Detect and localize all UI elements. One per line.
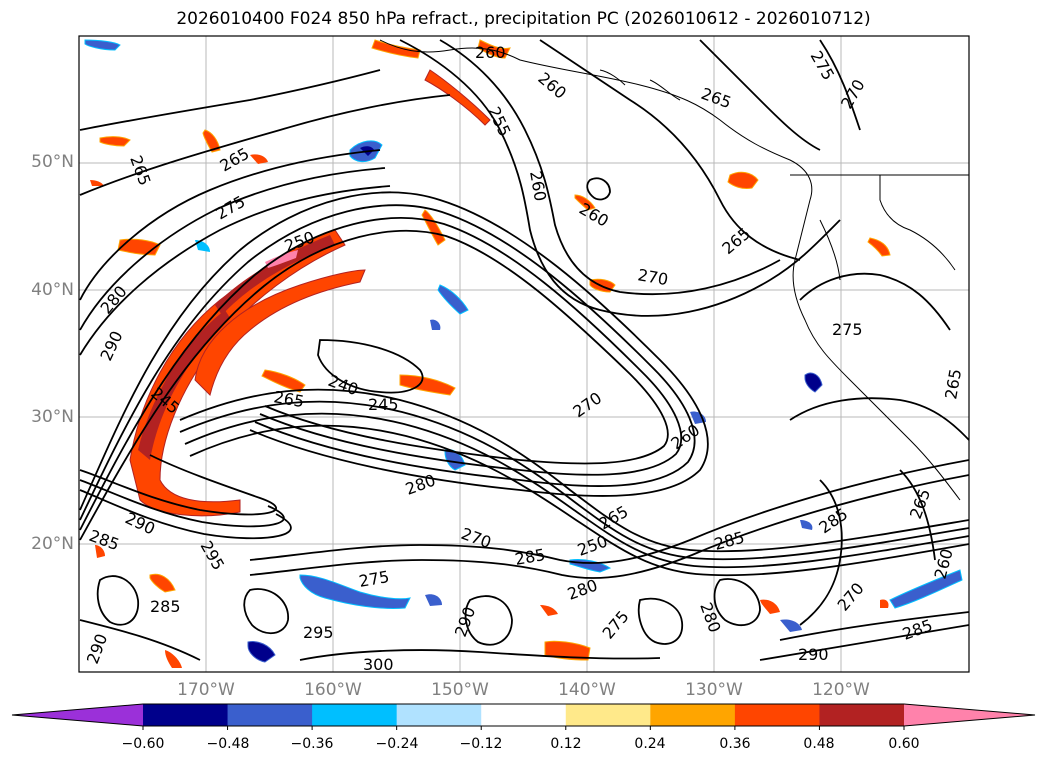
lon-label-160w: 160°W <box>304 680 362 700</box>
colorbar-extend-min <box>12 704 143 726</box>
lon-label-150w: 150°W <box>431 680 489 700</box>
colorbar-tick-label: 0.24 <box>634 736 666 752</box>
contour-label: 265 <box>217 144 253 176</box>
contour-label: 265 <box>718 224 754 258</box>
lat-label-30n: 30°N <box>31 407 74 427</box>
contour-label: 290 <box>451 604 479 639</box>
map-title: 2026010400 F024 850 hPa refract., precip… <box>176 9 871 29</box>
contour-label: 240 <box>326 371 361 399</box>
contour-label: 260 <box>534 69 570 103</box>
colorbar-segment <box>819 704 905 726</box>
colorbar <box>11 703 1036 730</box>
contour-label: 270 <box>636 265 669 289</box>
lon-label-130w: 130°W <box>685 680 743 700</box>
contour-label: 265 <box>272 387 305 411</box>
refractivity-contours <box>79 39 969 661</box>
colorbar-segment <box>734 704 820 726</box>
colorbar-tick-label: 0.60 <box>888 736 920 752</box>
colorbar-tick-label: −0.12 <box>459 736 503 752</box>
contour-label: 265 <box>126 153 154 188</box>
lon-label-140w: 140°W <box>558 680 616 700</box>
colorbar-segment <box>396 704 482 726</box>
contour-label: 250 <box>575 531 610 559</box>
contour-label: 265 <box>699 84 734 112</box>
colorbar-tick-label: 0.12 <box>550 736 582 752</box>
colorbar-segment <box>227 704 313 726</box>
contour-label: 275 <box>599 607 633 643</box>
contour-label: 260 <box>526 169 550 202</box>
contour-label: 290 <box>798 645 829 664</box>
contour-label: 285 <box>150 597 181 616</box>
contour-label: 260 <box>667 420 703 453</box>
contour-label: 270 <box>834 579 868 615</box>
colorbar-segment <box>143 704 229 726</box>
contour-label: 290 <box>122 508 158 538</box>
contour-label: 280 <box>696 600 724 635</box>
contour-label: 295 <box>197 538 229 574</box>
contour-label: 270 <box>459 524 494 552</box>
lon-label-170w: 170°W <box>177 680 235 700</box>
negative-shading <box>84 39 963 663</box>
contour-label: 285 <box>513 545 546 569</box>
contour-label: 275 <box>832 320 863 339</box>
coastlines <box>379 39 969 501</box>
contour-label: 275 <box>807 48 839 84</box>
colorbar-segment <box>565 704 651 726</box>
lat-label-50n: 50°N <box>31 152 74 172</box>
map-plot-area <box>79 36 969 672</box>
contour-label: 290 <box>96 328 126 364</box>
lon-label-120w: 120°W <box>812 680 870 700</box>
colorbar-extend-max <box>904 704 1035 726</box>
colorbar-tick-label: 0.48 <box>803 736 835 752</box>
colorbar-segment <box>650 704 736 726</box>
colorbar-segment <box>312 704 398 726</box>
colorbar-tick-label: −0.60 <box>121 736 165 752</box>
contour-label: 275 <box>357 567 390 591</box>
map-frame <box>78 35 970 673</box>
contour-label: 260 <box>475 43 506 62</box>
contour-label: 280 <box>565 575 600 603</box>
contour-label: 295 <box>303 623 334 642</box>
contour-label: 265 <box>941 367 965 400</box>
contour-label-group: 260 260 275 270 265 265 265 255 260 260 … <box>83 43 965 674</box>
colorbar-tick-label: −0.36 <box>290 736 334 752</box>
colorbar-tick-label: −0.48 <box>206 736 250 752</box>
contour-label: 265 <box>906 486 934 521</box>
contour-label: 280 <box>97 282 131 318</box>
positive-shading <box>90 39 891 668</box>
colorbar-tick-label: 0.36 <box>719 736 751 752</box>
lat-label-40n: 40°N <box>31 280 74 300</box>
lat-label-20n: 20°N <box>31 534 74 554</box>
contour-label: 245 <box>368 395 399 414</box>
contour-label: 300 <box>363 655 394 674</box>
contour-label: 290 <box>83 631 111 666</box>
colorbar-segment <box>481 704 567 726</box>
contour-label: 270 <box>569 388 605 421</box>
contour-label: 285 <box>87 526 122 554</box>
colorbar-tick-label: −0.24 <box>375 736 419 752</box>
